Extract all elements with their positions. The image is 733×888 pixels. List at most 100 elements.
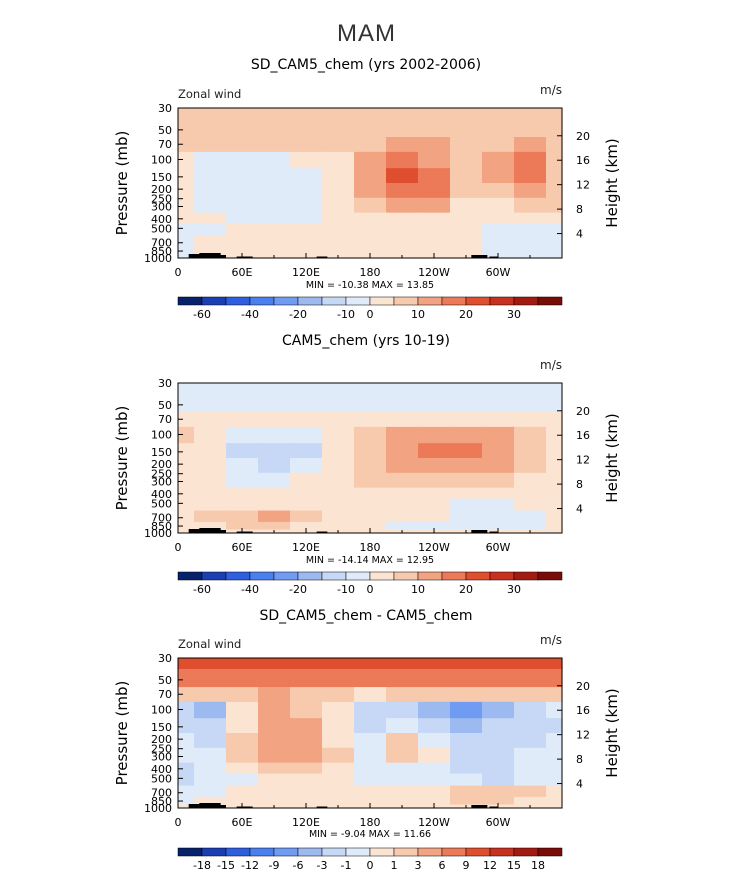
heatmap-cell bbox=[386, 151, 419, 169]
heatmap-cell bbox=[290, 733, 323, 749]
heatmap-cell bbox=[354, 235, 387, 248]
heatmap-cell bbox=[482, 183, 515, 199]
heatmap-cell bbox=[482, 658, 515, 670]
colorbar-label: 3 bbox=[415, 859, 422, 872]
heatmap-cell bbox=[354, 701, 387, 719]
colorbar-label: -3 bbox=[317, 859, 328, 872]
colorbar-label: -20 bbox=[289, 308, 307, 321]
heatmap-cell bbox=[322, 785, 355, 798]
colorbar-box bbox=[513, 296, 539, 306]
colorbar-box bbox=[273, 571, 299, 581]
pressure-tick-label: 850 bbox=[151, 520, 172, 533]
heatmap-cell bbox=[258, 235, 291, 248]
pressure-tick-label: 500 bbox=[151, 222, 172, 235]
topography-mark bbox=[489, 531, 498, 533]
heatmap-cell bbox=[290, 393, 323, 413]
heatmap-cell bbox=[450, 487, 483, 500]
heatmap-cell bbox=[178, 383, 195, 395]
heatmap-cell bbox=[194, 733, 227, 749]
heatmap-cell bbox=[226, 118, 259, 138]
heatmap-cell bbox=[178, 212, 195, 225]
colorbar-label: 1 bbox=[391, 859, 398, 872]
colorbar-box bbox=[537, 847, 563, 857]
colorbar-box bbox=[321, 847, 347, 857]
heatmap-cell bbox=[322, 183, 355, 199]
colorbar-label: 20 bbox=[459, 308, 473, 321]
heatmap-cell bbox=[226, 183, 259, 199]
pressure-tick-label: 700 bbox=[151, 237, 172, 250]
heatmap-cell bbox=[514, 747, 547, 764]
heatmap-cell bbox=[178, 733, 195, 749]
heatmap-cell bbox=[354, 785, 387, 798]
heatmap-cell bbox=[194, 762, 227, 775]
heatmap-cell bbox=[386, 687, 419, 703]
heatmap-cell bbox=[418, 472, 451, 489]
colorbar-label: 0 bbox=[367, 308, 374, 321]
heatmap-cell bbox=[226, 785, 259, 798]
heatmap-cell bbox=[258, 426, 291, 444]
heatmap-cell bbox=[322, 151, 355, 169]
heatmap-cell bbox=[514, 718, 547, 734]
heatmap-cell bbox=[194, 747, 227, 764]
pressure-tick-label: 500 bbox=[151, 497, 172, 510]
heatmap-cell bbox=[178, 701, 195, 719]
colorbar-label: 18 bbox=[531, 859, 545, 872]
heatmap-cell bbox=[418, 137, 451, 153]
heatmap-cell bbox=[450, 412, 483, 428]
heatmap-cell bbox=[354, 197, 387, 214]
heatmap-cell bbox=[354, 658, 387, 670]
heatmap-cell bbox=[290, 412, 323, 428]
heatmap-cell bbox=[546, 108, 563, 120]
heatmap-cell bbox=[178, 223, 195, 237]
height-tick-label: 20 bbox=[576, 130, 590, 143]
heatmap-cell bbox=[450, 235, 483, 248]
panel-title: SD_CAM5_chem - CAM5_chem bbox=[260, 608, 473, 624]
heatmap-cell bbox=[226, 498, 259, 512]
colorbar-label: -40 bbox=[241, 308, 259, 321]
heatmap-cell bbox=[386, 747, 419, 764]
heatmap-cell bbox=[514, 668, 547, 688]
heatmap-cell bbox=[178, 658, 195, 670]
heatmap-cell bbox=[354, 183, 387, 199]
heatmap-cell bbox=[546, 118, 563, 138]
height-tick-label: 8 bbox=[576, 203, 583, 216]
heatmap-cell bbox=[354, 137, 387, 153]
colorbar-box bbox=[369, 571, 395, 581]
colorbar-label: -12 bbox=[241, 859, 259, 872]
lon-tick-label: 180 bbox=[360, 541, 381, 554]
colorbar: -18 -15 -12 -9 -6 -3 -1 0 1 3 6 9 12 15 18 bbox=[177, 847, 563, 872]
heatmap-cell bbox=[258, 498, 291, 512]
heatmap-cell bbox=[418, 197, 451, 214]
heatmap-cell bbox=[354, 747, 387, 764]
topography-mark bbox=[210, 255, 226, 258]
heatmap-cell bbox=[418, 796, 451, 806]
heatmap-cell bbox=[418, 383, 451, 395]
heatmap-cell bbox=[450, 212, 483, 225]
heatmap-cell bbox=[194, 197, 227, 214]
heatmap-cell bbox=[322, 137, 355, 153]
colorbar-label: 9 bbox=[463, 859, 470, 872]
height-tick-label: 4 bbox=[576, 503, 583, 516]
heatmap-cell bbox=[354, 668, 387, 688]
min-max-label: MIN = -14.14 MAX = 12.95 bbox=[306, 555, 434, 566]
colorbar-box bbox=[369, 847, 395, 857]
height-tick-label: 4 bbox=[576, 228, 583, 241]
heatmap-cell bbox=[450, 443, 483, 459]
topography-mark bbox=[489, 256, 498, 258]
heatmap-cell bbox=[386, 510, 419, 523]
heatmap-cell bbox=[178, 393, 195, 413]
heatmap-cell bbox=[546, 796, 563, 806]
colorbar-box bbox=[297, 296, 323, 306]
heatmap-cell bbox=[354, 393, 387, 413]
min-max-label: MIN = -9.04 MAX = 11.66 bbox=[309, 829, 431, 840]
heatmap-cell bbox=[178, 668, 195, 688]
heatmap-cell bbox=[386, 773, 419, 787]
heatmap-cell bbox=[386, 246, 419, 256]
heatmap-cell bbox=[290, 510, 323, 523]
heatmap-cell bbox=[258, 762, 291, 775]
heatmap-cell bbox=[386, 426, 419, 444]
heatmap-cell bbox=[482, 521, 515, 531]
pressure-tick-label: 30 bbox=[158, 102, 172, 115]
topography-mark bbox=[471, 805, 488, 808]
